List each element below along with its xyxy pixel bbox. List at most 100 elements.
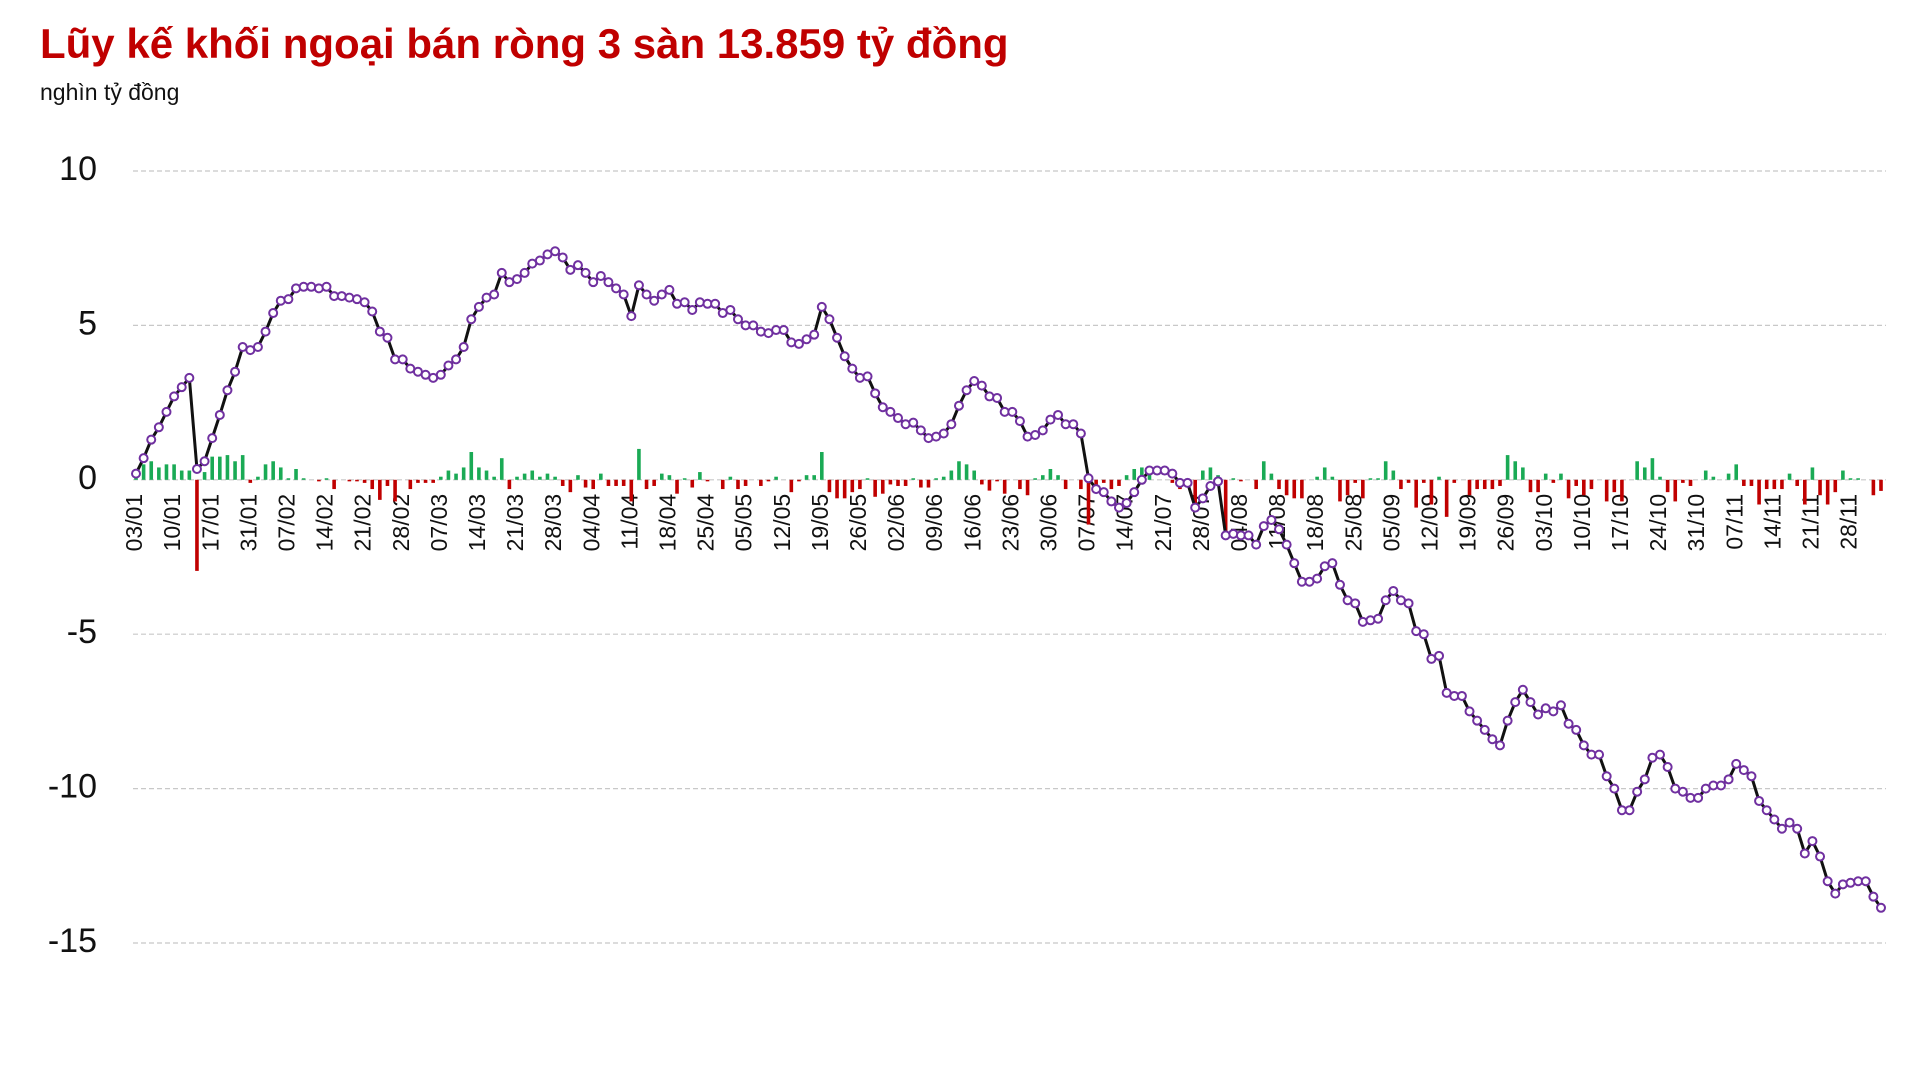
x-tick-label: 07/03 (426, 494, 452, 552)
bar (827, 479, 832, 493)
line-marker (961, 385, 972, 396)
bar (423, 479, 428, 483)
line-marker (580, 267, 591, 278)
line-marker (1578, 740, 1589, 751)
line-marker (1548, 706, 1559, 717)
line-marker (199, 456, 210, 467)
bar (865, 478, 870, 480)
bar (278, 467, 283, 480)
bar (1284, 479, 1289, 496)
bar (926, 479, 931, 488)
y-tick-label: -10 (48, 768, 97, 806)
line-marker (397, 354, 408, 365)
line-marker (1731, 758, 1742, 769)
x-tick-label: 19/09 (1455, 494, 1481, 552)
bar (530, 470, 535, 480)
line-marker (1533, 709, 1544, 720)
line-marker (1510, 697, 1521, 708)
y-tick-label: 0 (78, 459, 97, 497)
bar (1048, 468, 1053, 480)
line-marker (1205, 480, 1216, 491)
bar (621, 479, 626, 486)
bar (1079, 479, 1083, 490)
bar (515, 476, 519, 480)
bar (964, 464, 969, 480)
line-marker (1693, 792, 1704, 803)
line-marker (1281, 539, 1292, 550)
bar (416, 479, 420, 483)
bar (271, 461, 275, 480)
bar (141, 464, 146, 480)
bar (362, 479, 367, 483)
line-marker (1213, 476, 1224, 487)
bar (202, 472, 207, 480)
line-marker (1068, 419, 1079, 430)
line-marker (1472, 715, 1483, 726)
bar (1330, 476, 1335, 480)
bar (1025, 479, 1030, 496)
x-tick-label: 25/04 (693, 494, 719, 552)
bar (1620, 479, 1624, 502)
line-marker (1197, 493, 1208, 504)
line-marker (1289, 558, 1300, 569)
bar (545, 473, 550, 480)
bar (789, 479, 794, 493)
bar (1848, 478, 1853, 480)
bar (759, 479, 763, 486)
line-marker (146, 434, 157, 445)
bar (736, 479, 740, 490)
line-marker (1083, 473, 1094, 484)
line-marker (870, 388, 881, 399)
line-marker (230, 366, 241, 377)
x-tick-label: 17/01 (197, 494, 223, 552)
bar (1414, 479, 1418, 508)
line-marker (992, 392, 1003, 403)
bar (583, 479, 588, 488)
x-tick-label: 03/10 (1531, 494, 1557, 552)
bar (850, 479, 855, 493)
bar (248, 479, 253, 483)
bar (1239, 479, 1243, 482)
chart-title: Lũy kế khối ngoại bán ròng 3 sàn 13.859 … (40, 20, 1009, 67)
bar (1254, 479, 1258, 490)
bar (1223, 479, 1228, 534)
bar (484, 470, 489, 480)
line-marker (778, 325, 789, 336)
bar (1490, 479, 1495, 490)
bar (1635, 461, 1639, 480)
line-marker (458, 342, 469, 353)
line-marker (656, 289, 667, 300)
line-marker (1045, 414, 1056, 425)
line-marker (191, 463, 202, 474)
line-marker (816, 301, 827, 312)
bar (1391, 470, 1396, 480)
line-marker (1639, 774, 1650, 785)
bar (972, 470, 977, 480)
line-marker (489, 289, 500, 300)
line-marker (1830, 888, 1841, 899)
bar (599, 473, 603, 480)
line-marker (1479, 724, 1490, 735)
line-marker (1274, 524, 1285, 535)
bar (1513, 461, 1518, 480)
line-marker (801, 334, 812, 345)
line-marker (1380, 595, 1391, 606)
line-marker (1792, 823, 1803, 834)
bar (1399, 479, 1403, 490)
x-tick-label: 07/02 (273, 494, 299, 552)
bar (370, 479, 375, 490)
line-marker (1632, 786, 1643, 797)
line-marker (1136, 474, 1147, 485)
bar (1421, 479, 1426, 483)
bar (743, 479, 748, 486)
bar (1033, 478, 1037, 480)
bar (157, 467, 161, 480)
line-marker (1769, 814, 1780, 825)
bar (240, 455, 245, 480)
bar (1589, 479, 1594, 490)
line-marker (1487, 734, 1498, 745)
line-marker (969, 375, 980, 386)
bar (644, 479, 649, 490)
bar (1056, 475, 1060, 480)
line-marker (1563, 718, 1574, 729)
